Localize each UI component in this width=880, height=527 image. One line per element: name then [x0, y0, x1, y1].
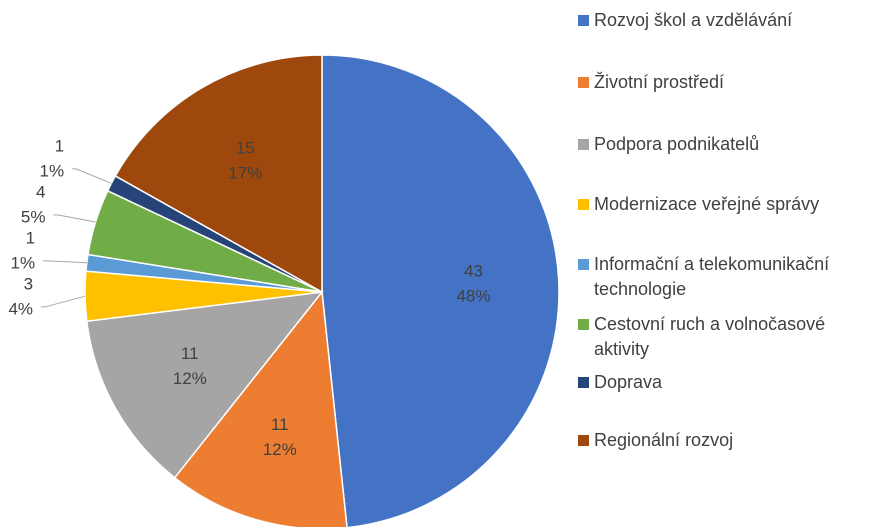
data-label: 1 [55, 136, 64, 155]
legend-label: Životní prostředí [594, 72, 725, 92]
data-label: 15 [236, 139, 255, 158]
percent-label: 12% [263, 440, 297, 459]
legend-label: Doprava [594, 372, 663, 392]
percent-label: 17% [228, 164, 262, 183]
legend-item: Rozvoj škol a vzdělávání [578, 8, 878, 33]
legend-item: Doprava [578, 370, 878, 395]
legend-label: Rozvoj škol a vzdělávání [594, 10, 793, 30]
legend-label: Modernizace veřejné správy [594, 194, 820, 214]
legend-item: Podpora podnikatelů [578, 132, 878, 157]
legend-swatch [578, 77, 589, 88]
legend-label: Informační a telekomunikační technologie [594, 254, 830, 299]
percent-label: 1% [11, 253, 36, 272]
pie-slice [321, 54, 560, 527]
percent-label: 48% [456, 286, 490, 305]
leader-line [72, 168, 112, 184]
legend-swatch [578, 377, 589, 388]
data-label: 11 [271, 415, 289, 434]
legend-label: Cestovní ruch a volnočasové aktivity [594, 314, 826, 359]
legend-swatch [578, 259, 589, 270]
legend-item: Regionální rozvoj [578, 428, 878, 453]
legend-item: Informační a telekomunikační technologie [578, 252, 878, 302]
legend-swatch [578, 435, 589, 446]
legend-item: Modernizace veřejné správy [578, 192, 878, 217]
legend-item: Cestovní ruch a volnočasové aktivity [578, 312, 878, 362]
data-label: 3 [24, 274, 33, 293]
legend-label: Regionální rozvoj [594, 430, 734, 450]
data-label: 1 [26, 228, 35, 247]
data-label: 11 [181, 344, 199, 363]
legend-swatch [578, 139, 589, 150]
legend-swatch [578, 319, 589, 330]
data-label: 43 [464, 261, 483, 280]
leader-line [43, 260, 87, 264]
percent-label: 12% [173, 369, 207, 388]
leader-line [41, 295, 86, 308]
pie-slice [173, 290, 348, 527]
pie-slice [85, 291, 324, 479]
leader-line [53, 214, 96, 223]
percent-label: 4% [8, 299, 33, 318]
percent-label: 1% [40, 161, 65, 180]
percent-label: 5% [21, 207, 46, 226]
legend-swatch [578, 199, 589, 210]
legend-swatch [578, 15, 589, 26]
pie-slice [114, 54, 323, 294]
legend-item: Životní prostředí [578, 70, 878, 95]
data-label: 4 [36, 182, 45, 201]
legend-label: Podpora podnikatelů [594, 134, 760, 154]
